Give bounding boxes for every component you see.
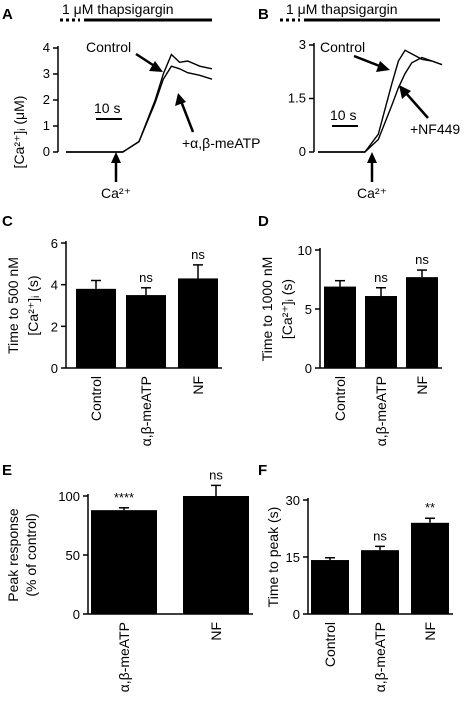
significance-e-1: ns xyxy=(209,467,223,482)
annotation-treatment-b: +NF449 xyxy=(410,121,460,137)
arrow-control-b-head xyxy=(376,61,390,72)
annotation-control-a: Control xyxy=(86,39,131,55)
y-tick-label-a: 0 xyxy=(43,144,50,159)
trace-b-1 xyxy=(318,56,443,153)
panel-label-e: E xyxy=(2,462,12,479)
category-label-d-0: Control xyxy=(332,376,348,421)
bar-c-2 xyxy=(178,278,218,368)
category-label-f-2: NF xyxy=(422,622,438,641)
y-tick-label-f: 30 xyxy=(286,493,300,508)
bar-d-1 xyxy=(365,296,397,368)
y-tick-label-b: 1.5 xyxy=(288,91,306,106)
scale-bar-label-b: 10 s xyxy=(330,107,356,123)
category-label-d-2: NF xyxy=(414,376,430,395)
ca-addition-label-b: Ca²⁺ xyxy=(357,185,387,201)
y-tick-label-a: 1 xyxy=(43,118,50,133)
significance-e-0: **** xyxy=(114,490,134,505)
y-tick-label-f: 0 xyxy=(293,607,300,622)
y-axis-label-d: Time to 1000 nM xyxy=(259,257,275,362)
y-axis-label-e: Peak response xyxy=(5,508,21,602)
scale-bar-label-a: 10 s xyxy=(94,100,120,116)
category-label-e-1: NF xyxy=(208,622,224,641)
arrow-treatment-a xyxy=(179,100,195,133)
category-label-e-0: α,β-meATP xyxy=(116,622,132,692)
bar-f-0 xyxy=(311,560,349,614)
bar-d-2 xyxy=(406,277,438,368)
bar-f-1 xyxy=(361,550,399,614)
category-label-c-1: α,β-meATP xyxy=(138,376,154,446)
ca-arrow-b-head xyxy=(367,152,377,163)
category-label-f-0: Control xyxy=(322,622,338,667)
y-axis-label-e-line2: (% of control) xyxy=(23,513,39,596)
ca-addition-label-a: Ca²⁺ xyxy=(101,185,131,201)
trace-b-0 xyxy=(318,49,443,153)
y-axis-label-c: Time to 500 nM xyxy=(5,257,21,354)
y-tick-label-c: 4 xyxy=(51,278,58,293)
bar-c-0 xyxy=(76,288,116,368)
arrow-treatment-b-head xyxy=(399,85,411,99)
drug-label-b: 1 μM thapsigargin xyxy=(286,1,398,17)
y-tick-label-f: 15 xyxy=(286,550,300,565)
category-label-c-2: NF xyxy=(190,376,206,395)
annotation-control-b: Control xyxy=(320,39,365,55)
y-tick-label-c: 6 xyxy=(51,236,58,251)
bar-e-0 xyxy=(91,510,157,614)
category-label-d-1: α,β-meATP xyxy=(373,376,389,446)
arrow-control-a xyxy=(135,52,157,69)
annotation-treatment-a: +α,β-meATP xyxy=(182,135,261,151)
bar-e-1 xyxy=(183,496,249,614)
y-axis-label-d-line2: [Ca²⁺]ᵢ (s) xyxy=(279,279,295,339)
panel-label-a: A xyxy=(2,6,13,23)
y-tick-label-b: 3 xyxy=(299,37,306,52)
arrow-control-b xyxy=(353,54,383,69)
arrow-control-a-head xyxy=(149,61,163,72)
significance-c-1: ns xyxy=(139,270,153,285)
y-tick-label-d: 10 xyxy=(298,243,312,258)
significance-d-1: ns xyxy=(374,270,388,285)
panel-label-f: F xyxy=(258,462,267,479)
category-label-f-1: α,β-meATP xyxy=(372,622,388,692)
panel-label-d: D xyxy=(258,213,269,230)
bar-d-0 xyxy=(324,286,356,368)
significance-d-2: ns xyxy=(415,252,429,267)
y-tick-label-d: 5 xyxy=(305,302,312,317)
y-axis-label-f: Time to peak (s) xyxy=(265,507,281,608)
y-tick-label-e: 50 xyxy=(66,548,80,563)
arrow-treatment-b xyxy=(404,91,429,119)
panel-label-b: B xyxy=(258,6,269,23)
ca-arrow-a-head xyxy=(111,152,121,163)
y-axis-label-a: [Ca²⁺]ᵢ (μM) xyxy=(11,96,27,169)
significance-c-2: ns xyxy=(191,247,205,262)
significance-f-1: ns xyxy=(373,528,387,543)
y-tick-label-b: 0 xyxy=(299,144,306,159)
arrow-treatment-a-head xyxy=(175,93,186,106)
y-tick-label-d: 0 xyxy=(305,361,312,376)
significance-f-2: ** xyxy=(425,500,435,515)
y-tick-label-c: 2 xyxy=(51,319,58,334)
y-tick-label-a: 3 xyxy=(43,66,50,81)
y-axis-label-c-line2: [Ca²⁺]ᵢ (s) xyxy=(25,275,41,335)
trace-a-1 xyxy=(66,65,213,153)
y-tick-label-c: 0 xyxy=(51,361,58,376)
y-tick-label-e: 0 xyxy=(73,607,80,622)
panel-label-c: C xyxy=(2,213,13,230)
y-tick-label-a: 4 xyxy=(43,40,50,55)
bar-f-2 xyxy=(411,522,449,614)
category-label-c-0: Control xyxy=(88,376,104,421)
y-tick-label-a: 2 xyxy=(43,92,50,107)
bar-c-1 xyxy=(126,295,166,368)
y-tick-label-e: 100 xyxy=(58,489,80,504)
drug-label-a: 1 μM thapsigargin xyxy=(62,1,174,17)
